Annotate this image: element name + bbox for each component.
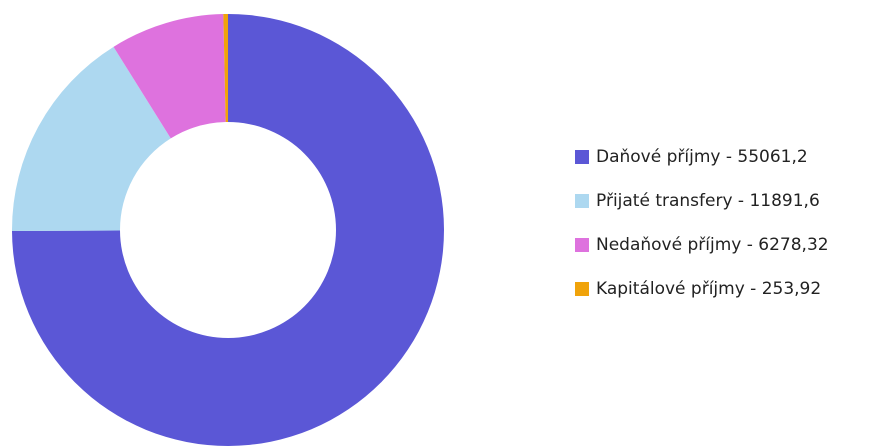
legend-label: Nedaňové příjmy - 6278,32 [596, 235, 829, 255]
donut-slice [12, 14, 444, 446]
donut-slice [223, 14, 228, 123]
donut-slice [12, 46, 171, 231]
legend-label: Přijaté transfery - 11891,6 [596, 191, 820, 211]
legend-swatch [575, 282, 589, 296]
legend-swatch [575, 150, 589, 164]
legend-label: Kapitálové příjmy - 253,92 [596, 279, 821, 299]
donut-slice [113, 14, 226, 139]
legend-label: Daňové příjmy - 55061,2 [596, 147, 808, 167]
legend-swatch [575, 238, 589, 252]
legend-swatch [575, 194, 589, 208]
